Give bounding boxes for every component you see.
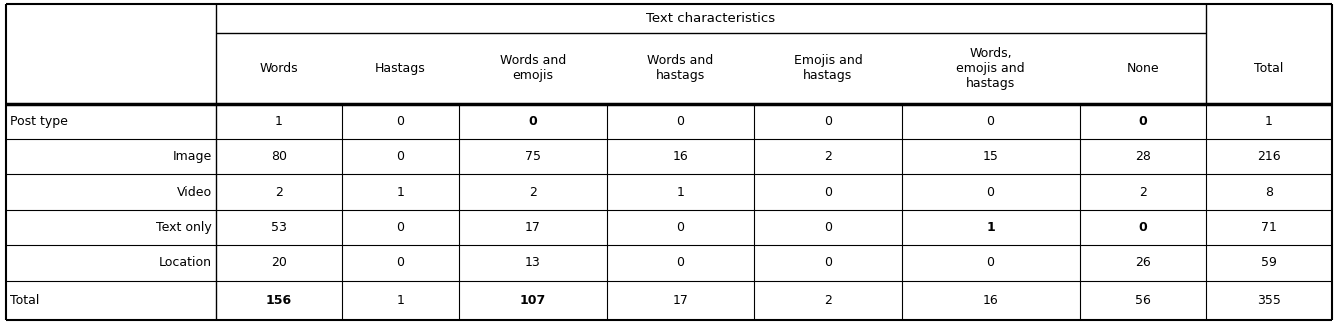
Text: 355: 355 — [1256, 294, 1280, 307]
Text: Post type: Post type — [9, 115, 68, 128]
Text: Emojis and
hastags: Emojis and hastags — [793, 54, 862, 82]
Text: 0: 0 — [986, 186, 994, 199]
Text: 8: 8 — [1264, 186, 1272, 199]
Text: 26: 26 — [1135, 256, 1151, 269]
Text: Total: Total — [1254, 62, 1283, 75]
Text: 0: 0 — [396, 115, 404, 128]
Text: 1: 1 — [986, 221, 995, 234]
Text: 156: 156 — [266, 294, 292, 307]
Text: 56: 56 — [1135, 294, 1151, 307]
Text: Video: Video — [177, 186, 211, 199]
Text: Hastags: Hastags — [375, 62, 425, 75]
Text: 71: 71 — [1260, 221, 1276, 234]
Text: 1: 1 — [1264, 115, 1272, 128]
Text: Text only: Text only — [157, 221, 211, 234]
Text: 2: 2 — [1139, 186, 1147, 199]
Text: 0: 0 — [396, 221, 404, 234]
Text: Text characteristics: Text characteristics — [646, 12, 776, 25]
Text: 216: 216 — [1258, 150, 1280, 163]
Text: Image: Image — [173, 150, 211, 163]
Text: 16: 16 — [982, 294, 998, 307]
Text: Words and
hastags: Words and hastags — [648, 54, 713, 82]
Text: 15: 15 — [982, 150, 998, 163]
Text: Total: Total — [9, 294, 39, 307]
Text: 75: 75 — [524, 150, 541, 163]
Text: 1: 1 — [677, 186, 684, 199]
Text: 0: 0 — [677, 115, 685, 128]
Text: 20: 20 — [272, 256, 286, 269]
Text: 0: 0 — [396, 256, 404, 269]
Text: 0: 0 — [677, 256, 685, 269]
Text: 17: 17 — [524, 221, 541, 234]
Text: 1: 1 — [396, 186, 404, 199]
Text: 1: 1 — [276, 115, 282, 128]
Text: 0: 0 — [824, 115, 832, 128]
Text: 80: 80 — [272, 150, 286, 163]
Text: 0: 0 — [824, 256, 832, 269]
Text: 0: 0 — [824, 221, 832, 234]
Text: 0: 0 — [824, 186, 832, 199]
Text: 0: 0 — [396, 150, 404, 163]
Text: 2: 2 — [824, 150, 832, 163]
Text: 0: 0 — [986, 256, 994, 269]
Text: Location: Location — [159, 256, 211, 269]
Text: 2: 2 — [276, 186, 282, 199]
Text: 107: 107 — [519, 294, 546, 307]
Text: 0: 0 — [677, 221, 685, 234]
Text: 53: 53 — [272, 221, 286, 234]
Text: 17: 17 — [673, 294, 688, 307]
Text: 0: 0 — [986, 115, 994, 128]
Text: None: None — [1127, 62, 1159, 75]
Text: 1: 1 — [396, 294, 404, 307]
Text: 0: 0 — [1139, 221, 1147, 234]
Text: Words: Words — [260, 62, 298, 75]
Text: 0: 0 — [1139, 115, 1147, 128]
Text: 59: 59 — [1260, 256, 1276, 269]
Text: 2: 2 — [529, 186, 537, 199]
Text: 16: 16 — [673, 150, 688, 163]
Text: Words,
emojis and
hastags: Words, emojis and hastags — [957, 47, 1025, 90]
Text: 0: 0 — [529, 115, 538, 128]
Text: 2: 2 — [824, 294, 832, 307]
Text: Words and
emojis: Words and emojis — [500, 54, 566, 82]
Text: 28: 28 — [1135, 150, 1151, 163]
Text: 13: 13 — [524, 256, 541, 269]
